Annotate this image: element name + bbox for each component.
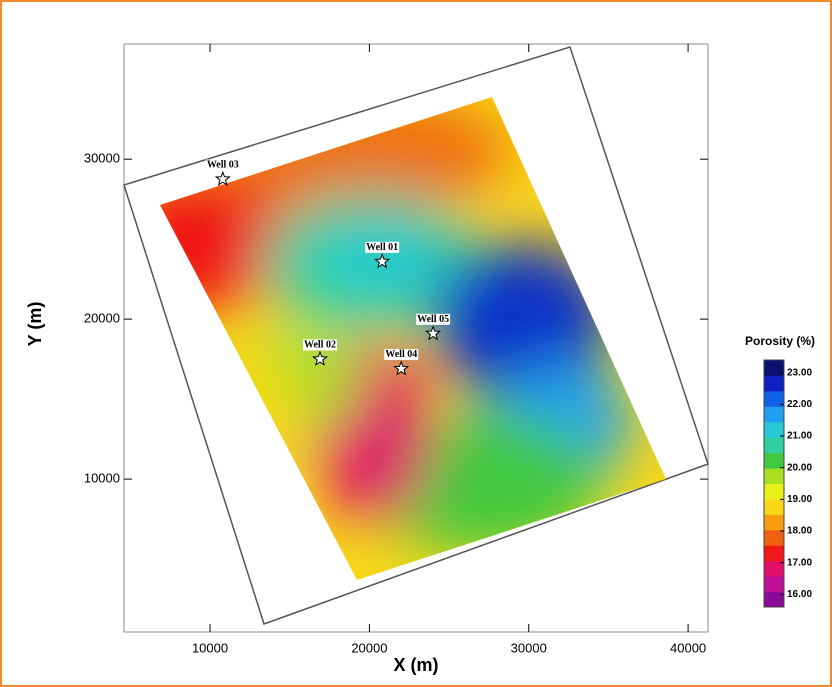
x-tick-label: 40000 bbox=[670, 640, 706, 655]
colorbar-band bbox=[764, 360, 784, 376]
well-label: Well 05 bbox=[417, 314, 449, 325]
colorbar-band bbox=[764, 498, 784, 515]
colorbar-tick-label: 17.00 bbox=[787, 557, 812, 568]
colorbar-band bbox=[764, 560, 784, 577]
colorbar-band bbox=[764, 375, 784, 392]
colorbar-tick-label: 22.00 bbox=[787, 399, 812, 410]
colorbar-band bbox=[764, 421, 784, 438]
well-label-bg bbox=[416, 313, 451, 325]
well-marker bbox=[311, 350, 329, 366]
colorbar-band bbox=[764, 576, 784, 593]
colorbar-band bbox=[764, 452, 784, 469]
colorbar-band bbox=[764, 468, 784, 484]
x-tick-label: 20000 bbox=[351, 640, 387, 655]
well-marker bbox=[374, 253, 391, 269]
well-label: Well 02 bbox=[304, 339, 336, 350]
colorbar-band bbox=[764, 591, 784, 608]
colorbar-band bbox=[764, 529, 784, 546]
colorbar-band bbox=[764, 406, 784, 423]
y-tick-label: 10000 bbox=[84, 471, 120, 486]
colorbar-frame bbox=[763, 359, 785, 608]
colorbar-band bbox=[764, 390, 784, 407]
well-marker bbox=[425, 325, 442, 341]
colorbar-title: Porosity (%) bbox=[745, 334, 815, 348]
well-label-bg bbox=[365, 241, 400, 253]
colorbar-band bbox=[764, 514, 784, 531]
well-marker bbox=[214, 170, 231, 186]
colorbar-tick-label: 23.00 bbox=[787, 367, 812, 378]
colorbar-tick-label: 16.00 bbox=[787, 589, 812, 600]
x-tick-label: 30000 bbox=[511, 640, 547, 655]
well-label: Well 01 bbox=[366, 242, 398, 253]
x-tick-label: 10000 bbox=[192, 640, 228, 655]
well-label: Well 04 bbox=[385, 349, 417, 360]
plot-area bbox=[123, 43, 709, 633]
y-axis-label: Y (m) bbox=[25, 302, 45, 347]
colorbar-tick-label: 21.00 bbox=[787, 431, 812, 442]
y-tick-label: 30000 bbox=[84, 151, 120, 166]
well-label-bg bbox=[303, 339, 337, 351]
colorbar-band bbox=[764, 483, 784, 500]
colorbar-band bbox=[764, 437, 784, 454]
colorbar-band bbox=[764, 545, 784, 562]
colorbar-tick-label: 20.00 bbox=[787, 462, 812, 473]
y-tick-label: 20000 bbox=[84, 311, 120, 326]
well-label-bg bbox=[384, 349, 419, 361]
colorbar-tick-label: 19.00 bbox=[787, 494, 812, 505]
well-label: Well 03 bbox=[207, 159, 239, 170]
well-label-bg bbox=[205, 159, 240, 171]
well-marker bbox=[393, 360, 410, 376]
colorbar-tick-label: 18.00 bbox=[787, 526, 812, 537]
x-axis-label: X (m) bbox=[394, 655, 439, 675]
